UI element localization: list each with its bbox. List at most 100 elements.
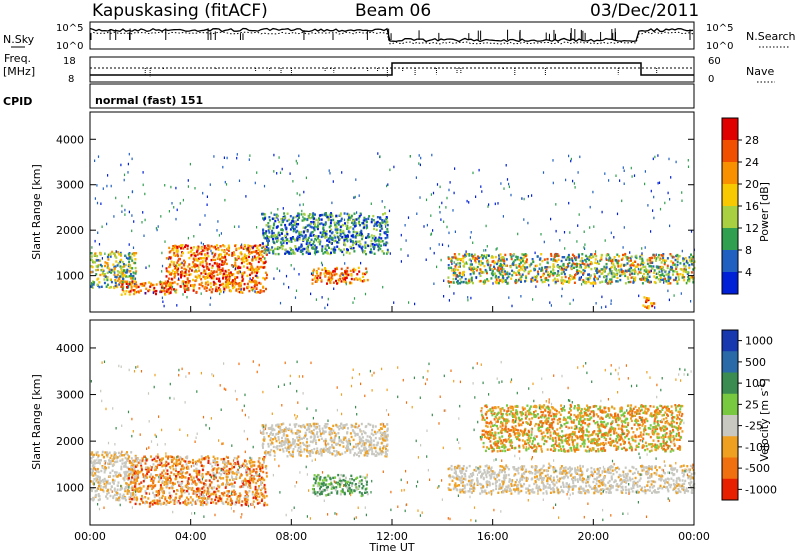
scatter-cell [612,272,615,275]
scatter-cell [250,465,253,468]
sparse-scatter-cell [664,270,666,274]
scatter-cell [343,212,346,215]
scatter-cell [104,275,107,278]
scatter-cell [133,289,136,292]
scatter-cell [503,260,506,263]
scatter-cell [121,462,124,465]
scatter-cell [341,277,344,280]
scatter-cell [601,280,604,283]
scatter-cell [186,471,189,474]
scatter-cell [93,254,96,257]
scatter-cell [198,458,201,461]
scatter-cell [193,469,196,473]
sparse-scatter-cell [321,261,323,265]
scatter-cell [253,464,256,467]
scatter-cell [573,257,576,260]
scatter-cell [296,229,299,233]
scatter-cell [221,483,224,486]
scatter-cell [198,478,201,482]
nsky-label: N.Sky [3,33,35,46]
scatter-cell [90,252,93,255]
scatter-cell [204,269,207,273]
sparse-scatter-cell [182,293,184,296]
scatter-cell [106,479,109,483]
scatter-cell [588,258,591,262]
sparse-scatter-cell [680,292,682,295]
scatter-cell [581,253,584,256]
scatter-cell [262,286,265,289]
scatter-cell [289,228,292,231]
scatter-cell [307,250,310,253]
scatter-cell [231,279,234,282]
scatter-cell [255,281,258,284]
scatter-cell [639,263,642,267]
sparse-scatter-cell [670,176,672,179]
scatter-cell [198,460,201,463]
scatter-cell [173,457,176,460]
scatter-cell [288,223,291,226]
scatter-cell [287,251,290,254]
scatter-cell [216,273,219,276]
scatter-cell [231,254,234,257]
scatter-cell [228,467,231,471]
scatter-cell [584,258,587,262]
scatter-cell [345,273,348,276]
scatter-cell [264,271,267,274]
scatter-cell [212,472,215,475]
sparse-scatter-cell [681,199,683,202]
sparse-scatter-cell [175,264,177,267]
scatter-cell [101,465,104,468]
scatter-cell [518,265,521,268]
scatter-cell [609,278,612,281]
scatter-cell [227,493,229,496]
scatter-cell [666,266,669,270]
scatter-cell [208,246,211,249]
scatter-cell [571,257,573,260]
scatter-cell [356,234,359,237]
scatter-cell [178,497,181,500]
scatter-cell [309,232,312,235]
sparse-scatter-cell [164,184,166,187]
scatter-cell [228,490,230,493]
scatter-cell [384,243,387,247]
scatter-cell [92,499,95,502]
scatter-cell [126,451,128,454]
scatter-cell [284,236,287,239]
scatter-cell [664,277,667,280]
scatter-cell [514,258,517,262]
scatter-cell [109,471,112,475]
scatter-cell [192,278,195,282]
scatter-cell [693,260,696,263]
scatter-cell [125,474,127,477]
scatter-cell [593,282,596,285]
scatter-cell [176,455,179,458]
scatter-cell [222,470,225,474]
scatter-cell [140,487,143,490]
scatter-cell [223,491,226,494]
scatter-cell [571,253,574,256]
sparse-scatter-cell [379,155,381,158]
scatter-cell [331,443,333,447]
scatter-cell [226,481,229,484]
scatter-cell [538,258,541,261]
sparse-scatter-cell [472,171,474,175]
scatter-cell [670,254,673,258]
scatter-cell [532,279,535,282]
scatter-cell [120,467,123,471]
scatter-cell [198,473,201,476]
sparse-scatter-cell [206,203,208,206]
scatter-cell [491,273,494,276]
scatter-cell [202,271,205,274]
scatter-cell [120,253,123,256]
scatter-cell [210,501,213,504]
scatter-cell [292,442,295,445]
scatter-cell [114,474,117,477]
sparse-scatter-cell [610,231,612,235]
scatter-cell [194,257,197,261]
scatter-cell [649,269,652,272]
scatter-cell [221,260,224,263]
scatter-cell [177,273,180,276]
scatter-cell [109,494,112,498]
scatter-cell [187,487,190,490]
scatter-cell [336,222,339,225]
